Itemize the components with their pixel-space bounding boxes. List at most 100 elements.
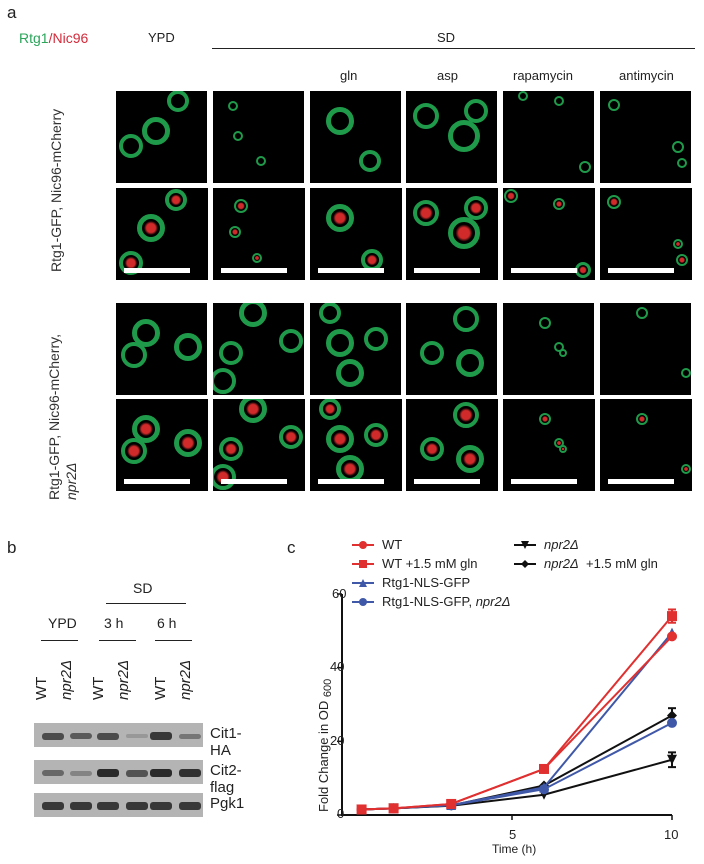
cell bbox=[336, 359, 364, 387]
cell bbox=[672, 141, 684, 153]
cell bbox=[676, 254, 688, 266]
cell bbox=[233, 131, 243, 141]
channel-legend: Rtg1/Nic96 bbox=[19, 30, 88, 46]
y-axis-label-main: Fold Change in OD bbox=[316, 700, 331, 812]
sd-header: SD bbox=[437, 30, 456, 45]
micrograph-r3-c3 bbox=[310, 303, 401, 395]
cell bbox=[119, 134, 143, 158]
cell bbox=[132, 415, 160, 443]
legend-item-1: WT bbox=[352, 537, 402, 552]
circle-marker-icon bbox=[352, 597, 374, 606]
cell bbox=[677, 158, 687, 168]
x-tick-10: 10 bbox=[664, 827, 679, 842]
cell bbox=[165, 189, 187, 211]
micrograph-r1-c6 bbox=[600, 91, 691, 183]
cell bbox=[413, 200, 439, 226]
legend-item-6: npr2Δ +1.5 mM gln bbox=[514, 556, 658, 571]
cell bbox=[420, 437, 444, 461]
cell bbox=[132, 319, 160, 347]
micrograph-r3-c1 bbox=[116, 303, 207, 395]
cell bbox=[420, 341, 444, 365]
blot-pgk1 bbox=[34, 793, 203, 817]
legend-label: WT +1.5 mM gln bbox=[382, 556, 478, 571]
blot-label: Pgk1 bbox=[210, 795, 245, 812]
group-3h: 3 h bbox=[104, 615, 124, 631]
scale-bar bbox=[414, 268, 480, 273]
scale-bar bbox=[318, 479, 384, 484]
band bbox=[70, 802, 92, 810]
cell bbox=[448, 217, 480, 249]
cell bbox=[681, 368, 691, 378]
cell bbox=[137, 214, 165, 242]
cell bbox=[239, 399, 267, 423]
legend-label: npr2Δ +1.5 mM gln bbox=[544, 556, 658, 571]
cell bbox=[174, 429, 202, 457]
nic96-label: Nic96 bbox=[52, 30, 89, 46]
cell bbox=[326, 107, 354, 135]
cell bbox=[228, 101, 238, 111]
group-ypd: YPD bbox=[48, 615, 77, 631]
cell bbox=[121, 438, 147, 464]
cell bbox=[319, 399, 341, 420]
micrograph-r3-c4 bbox=[406, 303, 497, 395]
cell bbox=[559, 349, 567, 357]
cell bbox=[579, 161, 591, 173]
condition-rapamycin: rapamycin bbox=[513, 68, 573, 83]
cell bbox=[636, 307, 648, 319]
micrograph-r1-c1 bbox=[116, 91, 207, 183]
micrograph-r4-c3 bbox=[310, 399, 402, 491]
band bbox=[70, 733, 92, 739]
rtg1-label: Rtg1 bbox=[19, 30, 49, 46]
cell bbox=[518, 91, 528, 101]
cell bbox=[504, 189, 518, 203]
cell bbox=[453, 306, 479, 332]
cell bbox=[539, 413, 551, 425]
micrograph-r4-c4 bbox=[406, 399, 498, 491]
micrograph-r2-c2 bbox=[213, 188, 305, 280]
cell bbox=[326, 329, 354, 357]
band bbox=[150, 769, 172, 777]
cell bbox=[364, 423, 388, 447]
series-line bbox=[361, 758, 673, 811]
triangle-down-marker-icon bbox=[514, 540, 536, 549]
cell bbox=[279, 425, 303, 449]
cell bbox=[607, 195, 621, 209]
micrograph-r4-c5 bbox=[503, 399, 595, 491]
cell bbox=[364, 327, 388, 351]
cell bbox=[464, 196, 488, 220]
micrograph-r1-c2 bbox=[213, 91, 304, 183]
scale-bar bbox=[608, 479, 674, 484]
y-axis-label: Fold Change in OD 600 bbox=[316, 679, 334, 812]
cell bbox=[319, 303, 341, 324]
micrograph-r2-c4 bbox=[406, 188, 498, 280]
scale-bar bbox=[414, 479, 480, 484]
band bbox=[126, 734, 148, 738]
cell bbox=[219, 341, 243, 365]
micrograph-r3-c6 bbox=[600, 303, 691, 395]
micrograph-r4-c2 bbox=[213, 399, 305, 491]
blot-label: Cit1-HA bbox=[210, 725, 242, 759]
cell bbox=[453, 402, 479, 428]
y-tick-40: 40 bbox=[330, 659, 345, 674]
cell bbox=[213, 368, 236, 394]
series-line bbox=[361, 722, 673, 811]
cell bbox=[448, 120, 480, 152]
micrograph-r2-c1 bbox=[116, 188, 208, 280]
cell bbox=[673, 239, 683, 249]
scale-bar bbox=[124, 268, 190, 273]
y-tick-60: 60 bbox=[332, 586, 347, 601]
series-line bbox=[361, 635, 673, 811]
band bbox=[42, 802, 64, 810]
group-6h-line bbox=[155, 640, 192, 641]
legend-label: npr2Δ bbox=[544, 537, 579, 552]
circle-marker-icon bbox=[352, 540, 374, 549]
cell bbox=[239, 303, 267, 327]
cell bbox=[359, 150, 381, 172]
y-tick-20: 20 bbox=[330, 733, 345, 748]
scale-bar bbox=[124, 479, 190, 484]
micrograph-r1-c3 bbox=[310, 91, 401, 183]
scale-bar bbox=[221, 268, 287, 273]
blot-sd-header: SD bbox=[133, 580, 153, 596]
micrograph-r2-c6 bbox=[600, 188, 692, 280]
